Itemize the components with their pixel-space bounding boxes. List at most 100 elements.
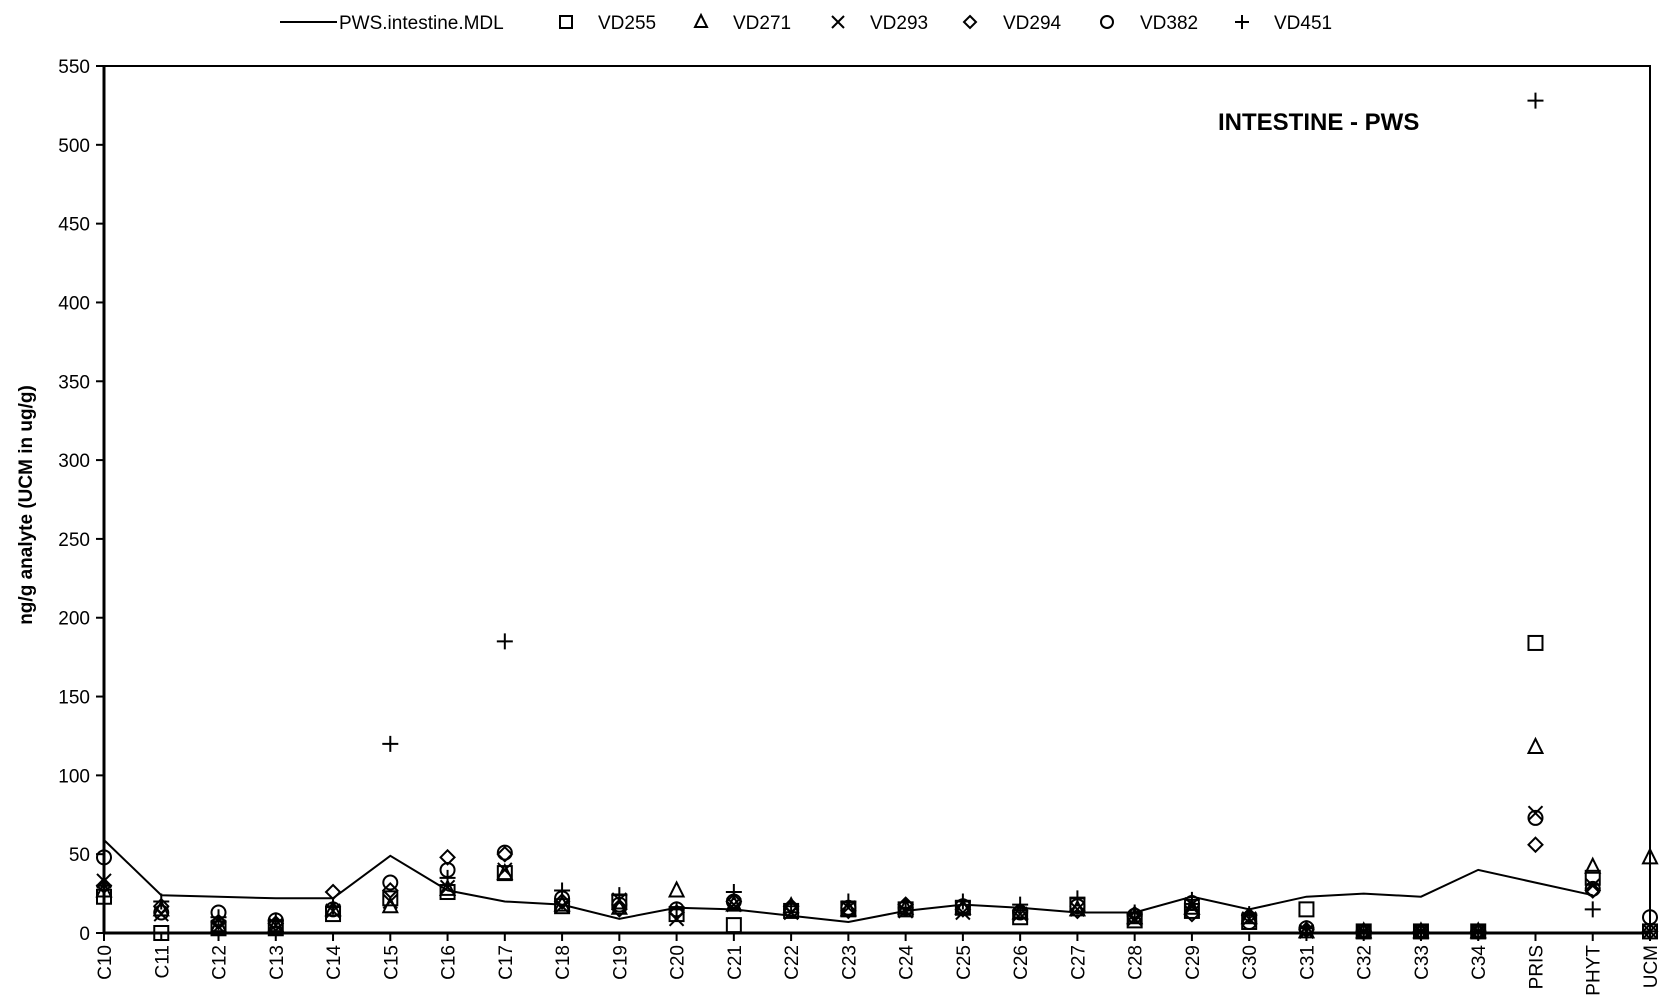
data-point-vd294-c23 — [839, 902, 857, 920]
data-point-vd294-c18 — [553, 893, 571, 910]
data-point-vd382-c10 — [96, 849, 112, 866]
data-point-vd451-c12 — [210, 909, 227, 926]
x-tick-label-c32: C32 — [1355, 945, 1376, 980]
data-point-vd294-phyt — [1584, 882, 1602, 899]
legend-label: VD294 — [1003, 13, 1062, 34]
x-tick-label-c21: C21 — [725, 945, 746, 980]
data-point-vd271-c17 — [496, 862, 514, 881]
x-tick-label-phyt: PHYT — [1584, 945, 1605, 996]
legend-label: VD382 — [1140, 13, 1198, 34]
data-point-vd294-c14 — [324, 883, 342, 901]
data-point-vd294-c25 — [954, 900, 972, 918]
series-line-pws-intestine-mdl — [103, 839, 1593, 924]
data-point-vd451-c26 — [1012, 896, 1029, 913]
x-tick-label-c28: C28 — [1126, 945, 1147, 980]
legend-label: VD271 — [733, 13, 791, 34]
data-point-vd255-c11 — [153, 925, 170, 941]
x-tick-label-c15: C15 — [381, 945, 402, 980]
y-tick-label: 100 — [58, 766, 90, 787]
legend: PWS.intestine.MDL VD255 VD271 VD293 VD294 VD3… — [280, 12, 1332, 34]
data-point-vd382-c17 — [496, 844, 513, 861]
data-point-vd451-c28 — [1126, 904, 1143, 921]
data-point-vd451-c33 — [1412, 923, 1429, 940]
data-point-vd294-pris — [1527, 836, 1544, 854]
data-point-vd294-c12 — [210, 913, 227, 931]
data-point-vd271-c16 — [438, 878, 457, 896]
legend-marker-x-icon — [831, 15, 845, 29]
data-point-vd255-pris — [1527, 634, 1544, 651]
data-point-vd451-pris — [1527, 92, 1544, 109]
data-point-vd293-c17 — [497, 862, 513, 878]
data-point-vd293-c12 — [210, 918, 227, 935]
y-tick-label: 450 — [58, 215, 90, 236]
data-point-vd293-pris — [1527, 805, 1544, 821]
data-point-vd451-c21 — [725, 884, 742, 901]
data-point-vd451-ucm — [1642, 923, 1658, 940]
data-point-vd294-c19 — [610, 900, 628, 918]
data-point-vd382-c15 — [382, 874, 399, 891]
data-point-vd255-c31 — [1298, 901, 1315, 918]
x-tick-label-ucm: UCM — [1641, 945, 1660, 988]
x-tick-label-c20: C20 — [668, 945, 689, 980]
data-point-vd271-ucm — [1641, 847, 1659, 865]
x-tick-label-c14: C14 — [324, 945, 345, 980]
x-tick-label-c13: C13 — [267, 945, 288, 980]
data-point-vd451-c13 — [267, 912, 284, 929]
data-point-vd451-c34 — [1470, 923, 1487, 940]
data-point-vd451-c16 — [439, 869, 456, 886]
x-tick-label-c29: C29 — [1183, 945, 1204, 980]
data-point-vd294-c11 — [152, 897, 170, 915]
y-tick-label: 50 — [69, 845, 90, 866]
data-point-vd451-c31 — [1298, 920, 1315, 937]
data-point-vd451-c19 — [611, 887, 628, 904]
x-tick-label-c31: C31 — [1297, 945, 1318, 980]
chart-title: INTESTINE - PWS — [1218, 109, 1419, 136]
data-point-vd293-c15 — [382, 893, 399, 910]
data-point-vd451-c24 — [897, 899, 914, 916]
data-point-vd293-c16 — [439, 879, 456, 895]
x-tick-label-pris: PRIS — [1526, 945, 1547, 989]
x-tick-label-c16: C16 — [439, 945, 460, 980]
x-tick-label-c19: C19 — [610, 945, 631, 980]
data-point-vd382-phyt — [1584, 880, 1601, 897]
data-point-vd255-c21 — [725, 917, 742, 934]
legend-item-vd382: VD382 — [1100, 13, 1198, 34]
x-tick-label-c17: C17 — [496, 945, 517, 980]
x-tick-label-c18: C18 — [553, 945, 574, 980]
data-point-vd255-c18 — [554, 898, 571, 915]
legend-item-vd451: VD451 — [1235, 13, 1332, 34]
y-tick-label: 400 — [58, 293, 90, 314]
data-point-vd271-pris — [1526, 736, 1545, 754]
y-tick-label: 550 — [58, 57, 90, 78]
data-point-vd451-c17 — [496, 633, 513, 650]
data-point-vd293-phyt — [1585, 878, 1601, 894]
legend-label: VD255 — [598, 13, 656, 34]
x-tick-label-c26: C26 — [1011, 945, 1032, 980]
legend-item-vd255: VD255 — [559, 13, 656, 34]
y-tick-label: 0 — [79, 924, 90, 945]
y-tick-label: 500 — [58, 136, 90, 157]
data-point-vd294-c17 — [496, 845, 514, 863]
x-tick-label-c27: C27 — [1068, 945, 1089, 980]
data-point-vd451-c29 — [1183, 891, 1200, 908]
legend-item-vd293: VD293 — [831, 13, 928, 34]
x-tick-label-c22: C22 — [782, 945, 803, 980]
legend-item-vd294: VD294 — [962, 13, 1062, 34]
data-point-vd451-c10 — [96, 877, 112, 894]
legend-item-pws-intestine-mdl: PWS.intestine.MDL — [280, 13, 504, 34]
data-point-vd451-c30 — [1241, 906, 1258, 923]
x-tick-label-c11: C11 — [152, 945, 173, 978]
legend-marker-diamond-icon — [962, 14, 978, 30]
legend-marker-square-icon — [559, 15, 573, 29]
x-tick-label-c30: C30 — [1240, 945, 1261, 980]
y-tick-label: 150 — [58, 688, 90, 709]
data-point-vd255-c15 — [382, 890, 399, 907]
legend-label: VD451 — [1274, 13, 1332, 34]
y-tick-label: 200 — [58, 609, 90, 630]
x-tick-label-c33: C33 — [1412, 945, 1433, 980]
x-tick-label-c34: C34 — [1469, 945, 1490, 980]
legend-label: PWS.intestine.MDL — [339, 13, 504, 34]
data-point-vd451-c15 — [382, 735, 399, 752]
data-point-vd451-c32 — [1355, 923, 1372, 940]
